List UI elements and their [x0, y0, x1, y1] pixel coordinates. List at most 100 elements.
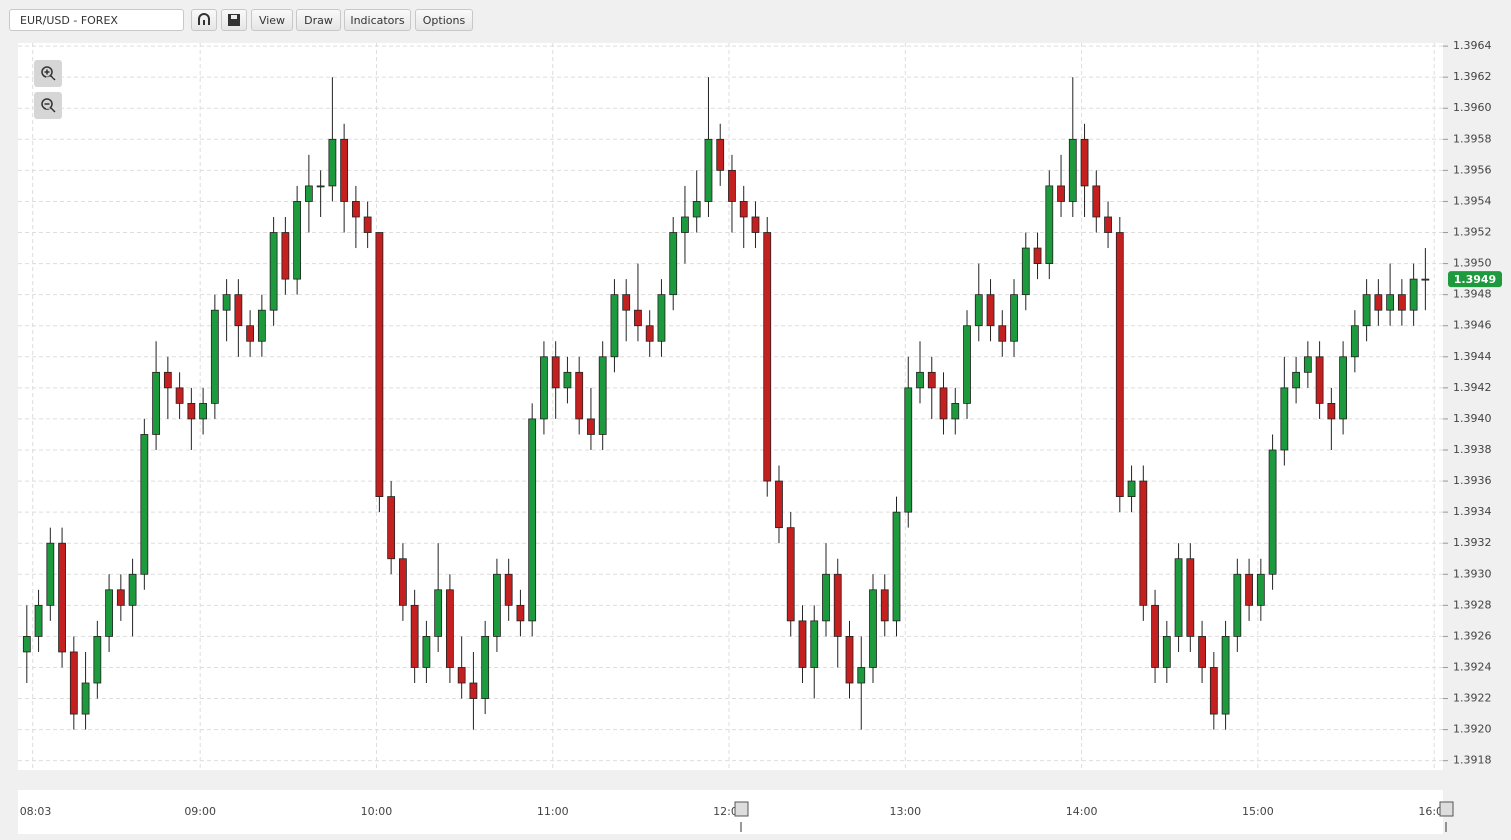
x-tick-label: 11:00: [537, 805, 569, 818]
candle-body: [175, 387, 184, 404]
symbol-input[interactable]: EUR/USD - FOREX: [9, 9, 184, 31]
candle-body: [1339, 356, 1348, 420]
x-tick-label: 16:00: [1418, 805, 1450, 818]
y-tick-label: 1.3952: [1453, 226, 1492, 239]
plot-area: [18, 43, 1443, 770]
candle-body: [634, 309, 642, 327]
candle-body: [1092, 185, 1101, 218]
zoom-in[interactable]: [34, 60, 62, 87]
candle-body: [845, 636, 854, 684]
y-tick-label: 1.3940: [1453, 412, 1492, 425]
candle-body: [692, 201, 701, 218]
y-tick-label: 1.3926: [1453, 629, 1492, 642]
y-tick-label: 1.3936: [1453, 474, 1492, 487]
candle-body: [116, 589, 125, 606]
candle-body: [1186, 558, 1195, 637]
candle-body: [69, 651, 78, 715]
candle-body: [986, 294, 995, 327]
candle-body: [1068, 138, 1077, 202]
icon: [228, 14, 240, 26]
candle-body: [610, 294, 619, 358]
candle-body: [892, 511, 901, 622]
candle-body: [1209, 667, 1218, 715]
candle-body: [1080, 138, 1089, 187]
toolbar-button[interactable]: View: [251, 9, 293, 31]
candle-body: [1374, 294, 1383, 311]
candle-body: [46, 542, 55, 606]
candle-body: [998, 325, 1007, 342]
candle-body: [728, 169, 736, 202]
candle-body: [1245, 573, 1253, 606]
candle-body: [1045, 185, 1054, 264]
candle-body: [328, 138, 337, 187]
x-axis-area: [18, 790, 1443, 834]
candle-body: [22, 636, 31, 653]
toolbar-button[interactable]: Indicators: [344, 9, 411, 31]
candle-body: [763, 232, 772, 482]
candle-body: [234, 294, 243, 327]
y-tick-label: 1.3942: [1453, 381, 1492, 394]
candle-body: [187, 402, 196, 420]
candle-body: [481, 636, 490, 699]
y-tick-label: 1.3922: [1453, 692, 1492, 705]
y-tick-label: 1.3962: [1453, 70, 1492, 83]
candle-body: [81, 682, 90, 715]
candle-body: [1104, 216, 1112, 233]
candle-body: [939, 387, 948, 420]
candle-body: [927, 371, 936, 389]
save-button[interactable]: [221, 9, 247, 31]
candle-body: [1057, 185, 1065, 202]
candle-body: [1033, 247, 1042, 264]
y-tick-label: 1.3930: [1453, 567, 1492, 580]
toolbar-button[interactable]: Options: [415, 9, 473, 31]
candle-body: [657, 294, 666, 342]
candle-body: [422, 636, 431, 668]
candle-body: [587, 418, 595, 435]
candle-body: [704, 138, 713, 202]
candle-body: [798, 620, 807, 668]
candle-body: [410, 604, 419, 668]
refresh-button[interactable]: [191, 9, 217, 31]
candle-body: [528, 418, 537, 622]
candle-body: [716, 138, 725, 171]
candle-body: [363, 216, 372, 233]
candle-body: [775, 480, 783, 529]
candle-body: [269, 232, 278, 311]
candle-body: [1421, 278, 1430, 281]
x-tick-label: 10:00: [361, 805, 393, 818]
range-handle[interactable]: [1439, 801, 1454, 817]
candle-body: [375, 232, 384, 497]
candle-body: [340, 138, 349, 202]
candle-body: [210, 309, 219, 404]
candle-body: [469, 682, 478, 699]
candle-body: [1021, 247, 1030, 296]
toolbar-button[interactable]: Draw: [296, 9, 341, 31]
candle-body: [1397, 294, 1406, 311]
candle-body: [516, 604, 525, 622]
candle-body: [1350, 325, 1359, 358]
x-tick-label: 15:00: [1242, 805, 1274, 818]
candle-body: [140, 434, 149, 575]
candle-body: [1139, 480, 1148, 606]
x-tick-label: 09:00: [184, 805, 216, 818]
candle-body: [199, 402, 208, 420]
candle-body: [128, 573, 137, 606]
candle-body: [457, 667, 466, 684]
candle-body: [1303, 356, 1312, 373]
candle-body: [622, 294, 631, 311]
last-price-label: 1.3949: [1454, 273, 1496, 286]
candle-body: [304, 185, 313, 202]
candle-body: [34, 604, 43, 637]
candle-body: [293, 201, 302, 280]
y-tick-label: 1.3918: [1453, 754, 1492, 767]
range-handle[interactable]: [734, 801, 749, 817]
candle-body: [1268, 449, 1277, 575]
candle-body: [1115, 232, 1124, 497]
candle-body: [351, 201, 360, 218]
y-tick-label: 1.3946: [1453, 319, 1492, 332]
y-tick-label: 1.3928: [1453, 598, 1492, 611]
candle-body: [1386, 294, 1395, 311]
candle-body: [833, 573, 842, 637]
zoom-out[interactable]: [34, 92, 62, 119]
